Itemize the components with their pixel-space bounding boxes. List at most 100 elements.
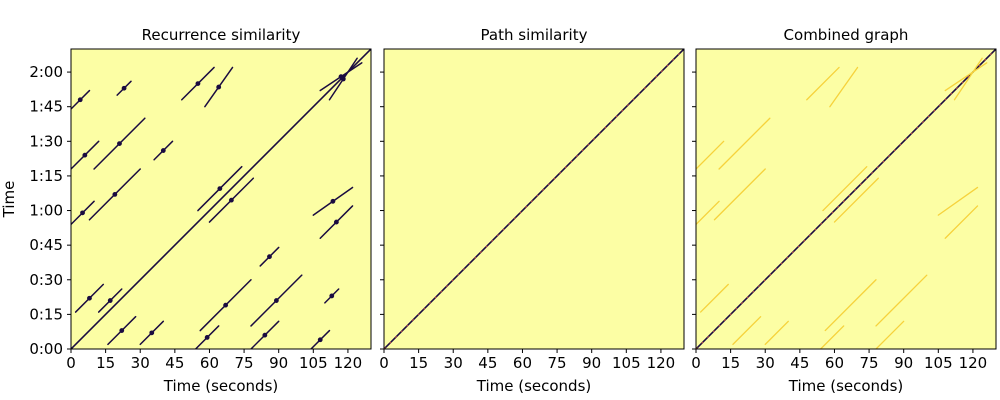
stripe-blob-25 xyxy=(121,85,127,91)
x-tick-label: 120 xyxy=(334,354,363,372)
diagonal-accent-mark xyxy=(384,49,684,349)
off-diagonal-mark-3 xyxy=(696,140,725,170)
x-axis-label: Time (seconds) xyxy=(476,377,592,395)
panel-title: Combined graph xyxy=(784,26,909,44)
stripe-blob-9 xyxy=(87,295,92,301)
y-tick-label: 0:00 xyxy=(29,340,63,358)
plot-frame xyxy=(695,48,997,350)
heatmap-marks xyxy=(696,49,996,349)
stripe-blob-1 xyxy=(80,210,85,216)
off-diagonal-mark-11 xyxy=(764,320,789,346)
panels: Recurrence similarity 0 15 30 45 60 75 90 105 120… xyxy=(29,26,997,395)
x-tick-label: 120 xyxy=(959,354,988,372)
x-tick-label: 75 xyxy=(860,354,879,372)
stripe-blob-18 xyxy=(216,84,222,90)
x-tick-label: 90 xyxy=(894,354,913,372)
y-tick-label: 0:45 xyxy=(29,236,63,254)
panel-3: Combined graph 0 15 30 45 60 75 90 105 120 Time (s… xyxy=(691,26,997,395)
panel-2: Path similarity 0 15 30 45 60 75 90 105 120 Time (… xyxy=(379,26,685,395)
x-axis-label: Time (seconds) xyxy=(788,377,904,395)
diagonal-mark xyxy=(71,49,371,349)
stripe-blob-21 xyxy=(195,81,201,87)
x-tick-label: 105 xyxy=(924,354,953,372)
stripe-blob-13 xyxy=(317,337,323,343)
plot-frame xyxy=(383,48,685,350)
x-tick-label: 75 xyxy=(548,354,567,372)
off-diagonal-mark-8 xyxy=(875,274,928,327)
x-tick-label: 15 xyxy=(721,354,740,372)
off-diagonal-mark-10 xyxy=(732,316,762,346)
off-diagonal-mark-14 xyxy=(937,186,979,216)
panel-title: Path similarity xyxy=(481,26,588,44)
x-tick-label: 0 xyxy=(691,354,701,372)
off-diagonal-mark-16 xyxy=(944,62,988,92)
off-diagonal-mark-18 xyxy=(806,66,840,101)
off-diagonal-mark-12 xyxy=(822,166,868,212)
stripe-blob-4 xyxy=(117,141,122,147)
x-tick-label: 0 xyxy=(379,354,389,372)
x-tick-label: 105 xyxy=(299,354,328,372)
x-tick-label: 45 xyxy=(478,354,497,372)
x-tick-label: 0 xyxy=(66,354,76,372)
y-axis-label: Time xyxy=(0,181,18,219)
stripe-blob-17 xyxy=(330,198,336,204)
x-axis-label: Time (seconds) xyxy=(163,377,279,395)
off-diagonal-mark-19 xyxy=(944,205,979,239)
stripe-blob-5 xyxy=(204,335,210,340)
off-diagonal-mark-5 xyxy=(819,325,845,349)
off-diagonal-mark-2 xyxy=(713,168,766,221)
x-tick-label: 60 xyxy=(200,354,219,372)
x-tick-label: 30 xyxy=(444,354,463,372)
stripe-blob-24 xyxy=(267,254,272,260)
panel-1: Recurrence similarity 0 15 30 45 60 75 90 105 120… xyxy=(29,26,372,395)
stripe-blob-22 xyxy=(333,219,339,225)
stripe-blob-3 xyxy=(82,152,88,158)
y-tick-label: 1:45 xyxy=(29,98,63,116)
stripe-blob-12 xyxy=(149,330,155,336)
off-diagonal-mark-7 xyxy=(875,320,905,349)
stripe-blob-16 xyxy=(228,197,234,203)
panel-title: Recurrence similarity xyxy=(142,26,301,44)
stripe-blob-7 xyxy=(262,332,268,338)
y-tick-label: 0:30 xyxy=(29,271,63,289)
off-diagonal-mark-17 xyxy=(953,57,983,101)
stripe-blob-14 xyxy=(77,97,83,103)
stripe-blob-11 xyxy=(107,298,113,303)
stripe-blob-10 xyxy=(119,328,125,333)
plot-frame xyxy=(70,48,372,350)
off-diagonal-mark-13 xyxy=(833,177,879,223)
y-tick-label: 0:15 xyxy=(29,305,63,323)
heatmap-marks xyxy=(71,49,371,349)
stripe-blob-26 xyxy=(329,293,335,299)
heatmap-marks xyxy=(384,49,684,349)
x-tick-label: 45 xyxy=(790,354,809,372)
stripe-blob-23 xyxy=(160,148,166,153)
off-diagonal-mark-9 xyxy=(699,283,729,313)
x-tick-label: 60 xyxy=(513,354,532,372)
stripe-blob-20 xyxy=(340,76,346,82)
x-tick-label: 60 xyxy=(825,354,844,372)
x-tick-label: 105 xyxy=(612,354,641,372)
y-tick-label: 2:00 xyxy=(29,63,63,81)
x-tick-label: 45 xyxy=(165,354,184,372)
x-tick-label: 75 xyxy=(235,354,254,372)
y-tick-label: 1:30 xyxy=(29,132,63,150)
stripe-blob-6 xyxy=(223,302,229,308)
off-diagonal-mark-4 xyxy=(718,117,771,170)
off-diagonal-mark-1 xyxy=(696,200,720,226)
x-tick-label: 90 xyxy=(269,354,288,372)
off-diagonal-mark-15 xyxy=(829,66,859,108)
x-tick-label: 120 xyxy=(647,354,676,372)
x-tick-label: 15 xyxy=(409,354,428,372)
stripe-blob-8 xyxy=(273,298,279,303)
diagonal-accent-mark xyxy=(696,49,996,349)
x-tick-label: 30 xyxy=(131,354,150,372)
x-tick-label: 30 xyxy=(756,354,775,372)
stripe-blob-2 xyxy=(112,191,118,197)
off-diagonal-mark-6 xyxy=(824,279,877,332)
stripe-blob-15 xyxy=(217,186,223,192)
y-tick-label: 1:15 xyxy=(29,167,63,185)
y-tick-label: 1:00 xyxy=(29,202,63,220)
x-tick-label: 15 xyxy=(96,354,115,372)
